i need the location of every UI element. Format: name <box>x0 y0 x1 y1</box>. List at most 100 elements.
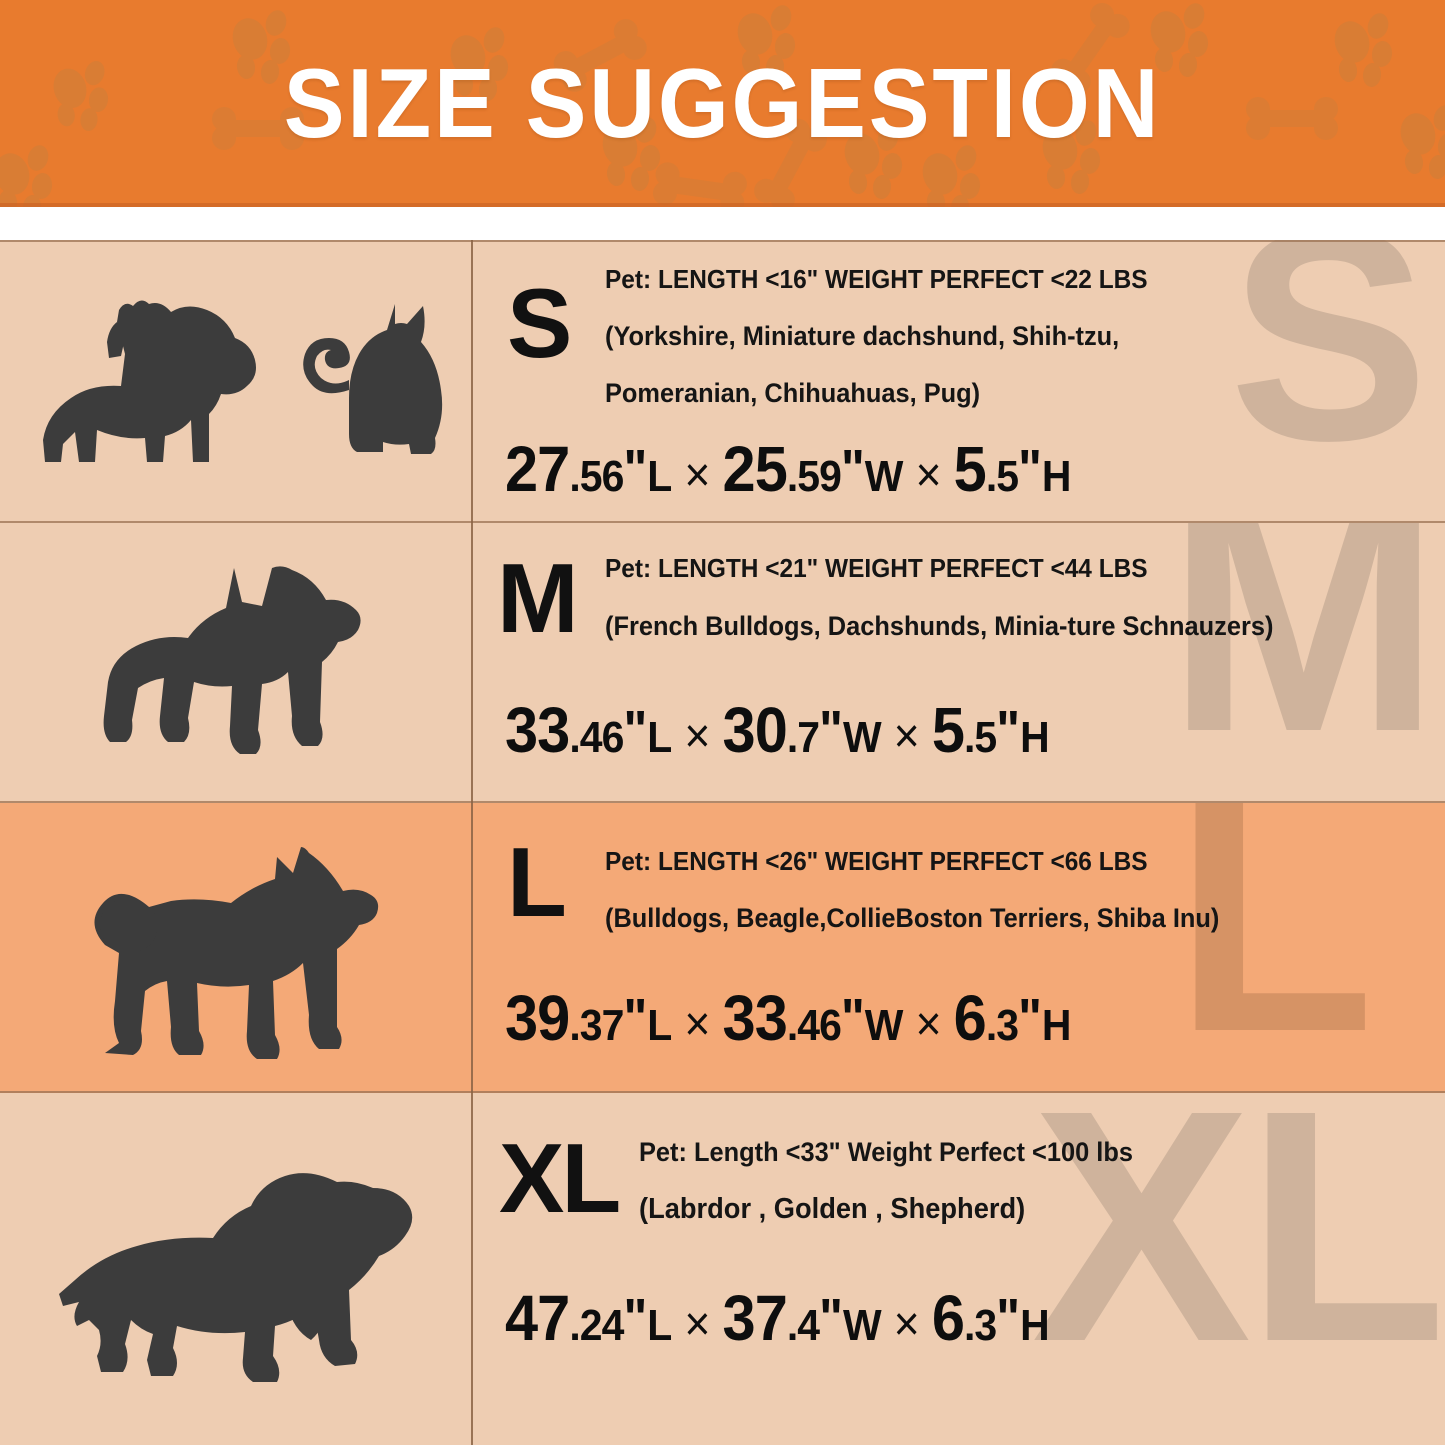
header-bottom-edge <box>0 203 1445 207</box>
watermark-letter-s: S <box>1228 240 1429 503</box>
pet-silhouettes-cell <box>0 803 471 1093</box>
dim-length-whole-m: 33 <box>505 694 570 766</box>
dim-width-frac-xl: .4 <box>786 1301 820 1350</box>
times-icon: × <box>915 449 942 502</box>
dim-length-whole-xl: 47 <box>505 1282 570 1354</box>
table-row: M M Pet: LENGTH <21" WEIGHT PERFECT <44 … <box>0 523 1445 803</box>
row-divider <box>0 801 1445 803</box>
inch-mark-icon: " <box>996 700 1021 760</box>
pet-spec-l: Pet: LENGTH <26" WEIGHT PERFECT <66 LBS <box>605 846 1148 876</box>
dim-length-frac-m: .46 <box>569 713 624 762</box>
unit-height-m: H <box>1020 713 1050 762</box>
pet-spec-s: Pet: LENGTH <16" WEIGHT PERFECT <22 LBS <box>605 264 1148 294</box>
dim-height-whole-s: 5 <box>953 433 987 505</box>
times-icon: × <box>893 1298 920 1351</box>
dim-width-frac-m: .7 <box>786 713 820 762</box>
dim-length-whole-l: 39 <box>505 982 570 1054</box>
pet-spec-xl: Pet: Length <33" Weight Perfect <100 lbs <box>639 1137 1133 1167</box>
inch-mark-icon: " <box>996 1288 1021 1348</box>
times-icon: × <box>915 998 942 1051</box>
dim-width-whole-l: 33 <box>722 982 788 1054</box>
sitting-cat-silhouette <box>302 304 442 454</box>
pet-silhouettes-cell <box>0 1093 471 1445</box>
unit-length-l: L <box>647 1001 673 1050</box>
dim-height-frac-l: .3 <box>985 1001 1019 1050</box>
page-title: SIZE SUGGESTION <box>283 48 1162 158</box>
watermark-letter-l: L <box>1173 803 1375 1093</box>
row-divider <box>0 1091 1445 1093</box>
watermark-letter-xl: XL <box>1031 1093 1445 1410</box>
unit-width-xl: W <box>842 1301 882 1350</box>
table-top-divider <box>0 240 1445 242</box>
shiba-inu-silhouette <box>93 846 378 1059</box>
dim-length-whole-s: 27 <box>505 433 570 505</box>
pet-silhouettes-cell <box>0 523 471 803</box>
breed-list-m-line1: (French Bulldogs, Dachshunds, Minia-ture… <box>605 611 1274 641</box>
inch-mark-icon: " <box>623 1288 648 1348</box>
poster-header: SIZE SUGGESTION <box>0 0 1445 207</box>
dim-length-frac-l: .37 <box>569 1001 624 1050</box>
dim-width-frac-l: .46 <box>786 1001 842 1050</box>
inch-mark-icon: " <box>819 1288 843 1348</box>
unit-height-xl: H <box>1020 1301 1050 1350</box>
dim-width-whole-s: 25 <box>722 433 788 505</box>
inch-mark-icon: " <box>819 700 843 760</box>
size-info-cell: L L Pet: LENGTH <26" WEIGHT PERFECT <66 … <box>473 803 1445 1093</box>
row-divider <box>0 521 1445 523</box>
dim-height-whole-m: 5 <box>931 694 965 766</box>
unit-width-m: W <box>842 713 882 762</box>
breed-list-s-line1: (Yorkshire, Miniature dachshund, Shih-tz… <box>605 321 1120 351</box>
breed-list-xl-line1: (Labrdor , Golden , Shepherd) <box>639 1193 1026 1225</box>
size-table: S S Pet: LENGTH <16" WEIGHT PERFECT <22 … <box>0 240 1445 1445</box>
unit-length-m: L <box>647 713 673 762</box>
unit-height-l: H <box>1041 1001 1072 1050</box>
inch-mark-icon: " <box>623 439 648 499</box>
times-icon: × <box>684 449 711 502</box>
breed-list-s-line2: Pomeranian, Chihuahuas, Pug) <box>605 378 981 408</box>
size-info-cell: M M Pet: LENGTH <21" WEIGHT PERFECT <44 … <box>473 523 1445 803</box>
pet-spec-m: Pet: LENGTH <21" WEIGHT PERFECT <44 LBS <box>605 553 1148 583</box>
times-icon: × <box>684 998 711 1051</box>
dim-width-frac-s: .59 <box>786 452 842 501</box>
dim-length-frac-s: .56 <box>569 452 624 501</box>
inch-mark-icon: " <box>623 988 648 1048</box>
unit-length-s: L <box>647 452 673 501</box>
column-divider <box>471 240 473 1445</box>
times-icon: × <box>893 710 920 763</box>
dimensions-m: 33 .46 " L × 30 .7 " W × 5 .5 " H <box>505 693 1050 767</box>
terrier-dog-silhouette <box>42 300 256 462</box>
unit-height-s: H <box>1041 452 1072 501</box>
breed-list-l-line1: (Bulldogs, Beagle,CollieBoston Terriers,… <box>605 903 1220 933</box>
size-label-s: S <box>507 268 573 378</box>
dim-width-whole-m: 30 <box>722 694 788 766</box>
dim-length-frac-xl: .24 <box>569 1301 624 1350</box>
unit-width-s: W <box>864 452 904 501</box>
french-bulldog-silhouette <box>103 565 361 754</box>
dim-width-whole-xl: 37 <box>722 1282 788 1354</box>
inch-mark-icon: " <box>1018 439 1042 499</box>
table-row: L L Pet: LENGTH <26" WEIGHT PERFECT <66 … <box>0 803 1445 1093</box>
inch-mark-icon: " <box>623 700 648 760</box>
dimensions-s: 27 .56 " L × 25 .59 " W × 5 .5 " H <box>505 432 1071 506</box>
dim-height-frac-xl: .3 <box>963 1301 997 1350</box>
golden-retriever-silhouette <box>58 1173 412 1382</box>
inch-mark-icon: " <box>840 439 865 499</box>
size-label-m: M <box>497 543 579 653</box>
watermark-letter-m: M <box>1166 523 1441 800</box>
dim-height-frac-s: .5 <box>985 452 1019 501</box>
size-label-l: L <box>507 827 567 937</box>
dim-height-frac-m: .5 <box>963 713 997 762</box>
pet-silhouettes-cell <box>0 240 471 523</box>
inch-mark-icon: " <box>840 988 865 1048</box>
table-row: S S Pet: LENGTH <16" WEIGHT PERFECT <22 … <box>0 240 1445 523</box>
size-info-cell: S S Pet: LENGTH <16" WEIGHT PERFECT <22 … <box>473 240 1445 523</box>
dim-height-whole-l: 6 <box>953 982 987 1054</box>
unit-length-xl: L <box>647 1301 673 1350</box>
times-icon: × <box>684 710 711 763</box>
dim-height-whole-xl: 6 <box>931 1282 965 1354</box>
size-label-xl: XL <box>499 1123 621 1233</box>
times-icon: × <box>684 1298 711 1351</box>
unit-width-l: W <box>864 1001 904 1050</box>
inch-mark-icon: " <box>1018 988 1042 1048</box>
